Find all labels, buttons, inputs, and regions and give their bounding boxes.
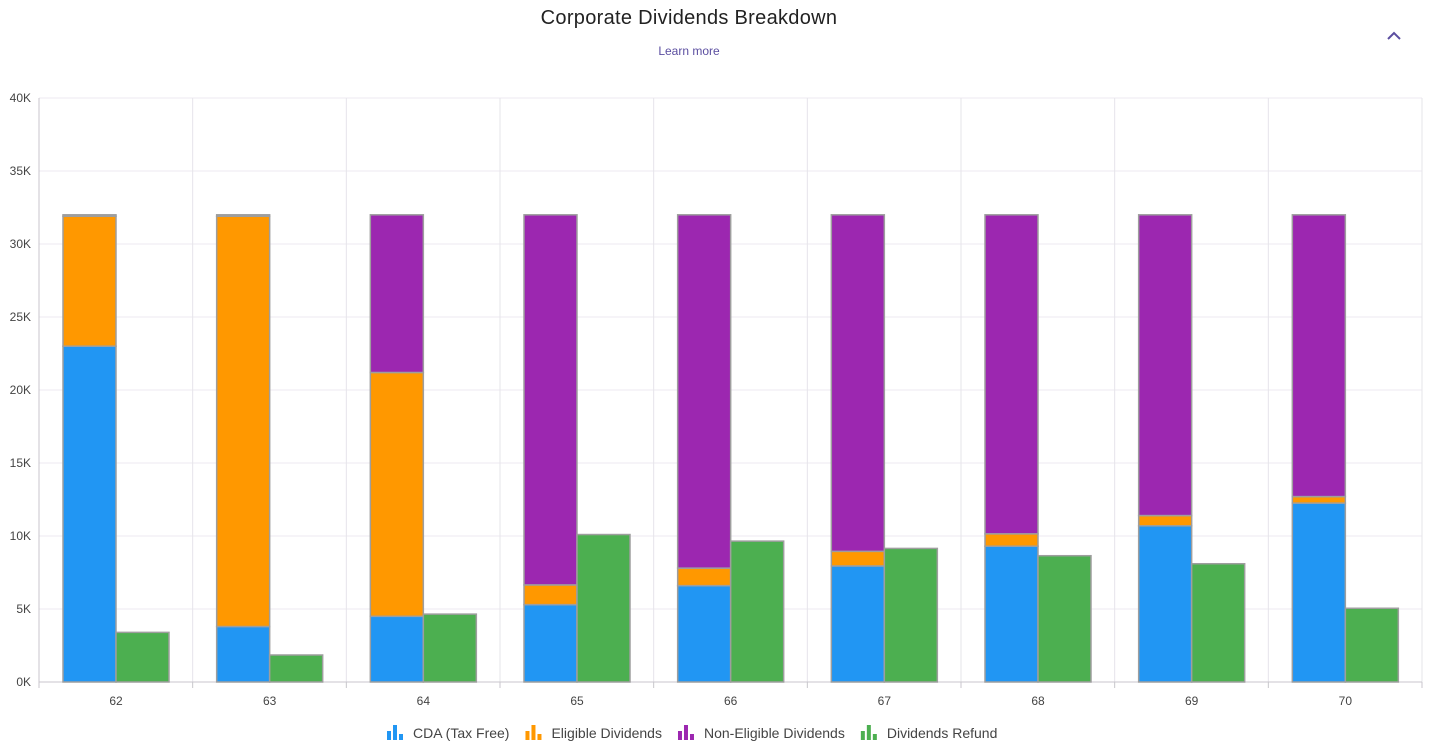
bar-eligible-dividends-70 [1291, 495, 1347, 504]
bar-dividends-refund-67 [883, 547, 939, 683]
legend-bar-chart-icon [866, 725, 871, 740]
bar-non-eligible-dividends-62 [62, 214, 117, 218]
x-tick-label: 63 [263, 694, 277, 708]
bar-eligible-dividends-64 [369, 371, 425, 618]
bar-non-eligible-dividends-65 [523, 214, 578, 586]
y-tick-label: 0K [16, 675, 31, 689]
bar-cda-tax-free--63 [215, 625, 271, 683]
bar-eligible-dividends-66 [676, 567, 732, 587]
x-tick-label: 66 [724, 694, 738, 708]
bar-non-eligible-dividends-68 [984, 214, 1039, 535]
legend-label[interactable]: CDA (Tax Free) [413, 725, 509, 741]
bar-non-eligible-dividends-67 [830, 214, 886, 553]
x-tick-label: 69 [1185, 694, 1199, 708]
y-tick-label: 20K [10, 383, 31, 397]
bar-cda-tax-free--67 [830, 565, 886, 683]
legend-bar-chart-icon [387, 731, 391, 740]
bar-cda-tax-free--66 [676, 584, 732, 683]
legend-bar-chart-icon [677, 731, 682, 740]
legend-label[interactable]: Dividends Refund [887, 725, 998, 741]
legend-bar-chart-icon [689, 734, 694, 740]
y-tick-label: 25K [10, 310, 31, 324]
y-tick-label: 30K [10, 237, 31, 251]
bar-eligible-dividends-67 [830, 550, 886, 567]
bar-cda-tax-free--69 [1137, 525, 1193, 683]
x-tick-label: 65 [570, 694, 584, 708]
bar-dividends-refund-66 [729, 540, 785, 683]
y-tick-label: 10K [10, 529, 31, 543]
bar-eligible-dividends-62 [62, 215, 117, 347]
learn-more-link[interactable]: Learn more [658, 44, 720, 58]
bar-non-eligible-dividends-64 [369, 214, 425, 374]
x-tick-label: 64 [417, 694, 431, 708]
legend-bar-chart-icon [525, 731, 530, 740]
legend-bar-chart-icon [860, 731, 865, 740]
bar-dividends-refund-64 [422, 613, 478, 683]
y-tick-label: 15K [10, 456, 31, 470]
legend-bar-chart-icon [531, 725, 536, 740]
bar-cda-tax-free--64 [369, 615, 425, 683]
bar-dividends-refund-69 [1190, 562, 1246, 683]
bar-dividends-refund-70 [1344, 607, 1400, 683]
legend-label[interactable]: Eligible Dividends [551, 725, 662, 741]
chevron-up-icon[interactable] [1384, 26, 1404, 46]
legend-bar-chart-icon [872, 734, 877, 740]
x-tick-label: 62 [109, 694, 123, 708]
bar-non-eligible-dividends-66 [676, 214, 732, 569]
bar-non-eligible-dividends-63 [215, 214, 271, 218]
y-tick-label: 5K [16, 602, 31, 616]
legend-bar-chart-icon [399, 734, 403, 740]
x-tick-label: 67 [878, 694, 892, 708]
y-tick-label: 40K [10, 91, 31, 105]
legend-label[interactable]: Non-Eligible Dividends [704, 725, 845, 741]
bar-non-eligible-dividends-69 [1137, 214, 1193, 517]
y-tick-label: 35K [10, 164, 31, 178]
bar-eligible-dividends-69 [1137, 514, 1193, 527]
bar-dividends-refund-63 [268, 654, 324, 683]
bar-cda-tax-free--68 [984, 545, 1039, 683]
bar-non-eligible-dividends-70 [1291, 214, 1347, 498]
bar-dividends-refund-62 [115, 631, 170, 683]
x-tick-label: 70 [1339, 694, 1353, 708]
bar-cda-tax-free--70 [1291, 502, 1347, 683]
bar-eligible-dividends-65 [523, 584, 578, 606]
bar-cda-tax-free--65 [523, 603, 578, 683]
x-tick-label: 68 [1031, 694, 1045, 708]
legend-bar-chart-icon [393, 725, 397, 740]
legend-bar-chart-icon [537, 734, 542, 740]
bar-eligible-dividends-63 [215, 215, 271, 628]
chart-title: Corporate Dividends Breakdown [540, 7, 838, 29]
bar-eligible-dividends-68 [984, 533, 1039, 547]
bar-dividends-refund-68 [1037, 554, 1092, 683]
bar-cda-tax-free--62 [62, 345, 117, 683]
bar-dividends-refund-65 [576, 533, 631, 683]
legend-bar-chart-icon [683, 725, 688, 740]
